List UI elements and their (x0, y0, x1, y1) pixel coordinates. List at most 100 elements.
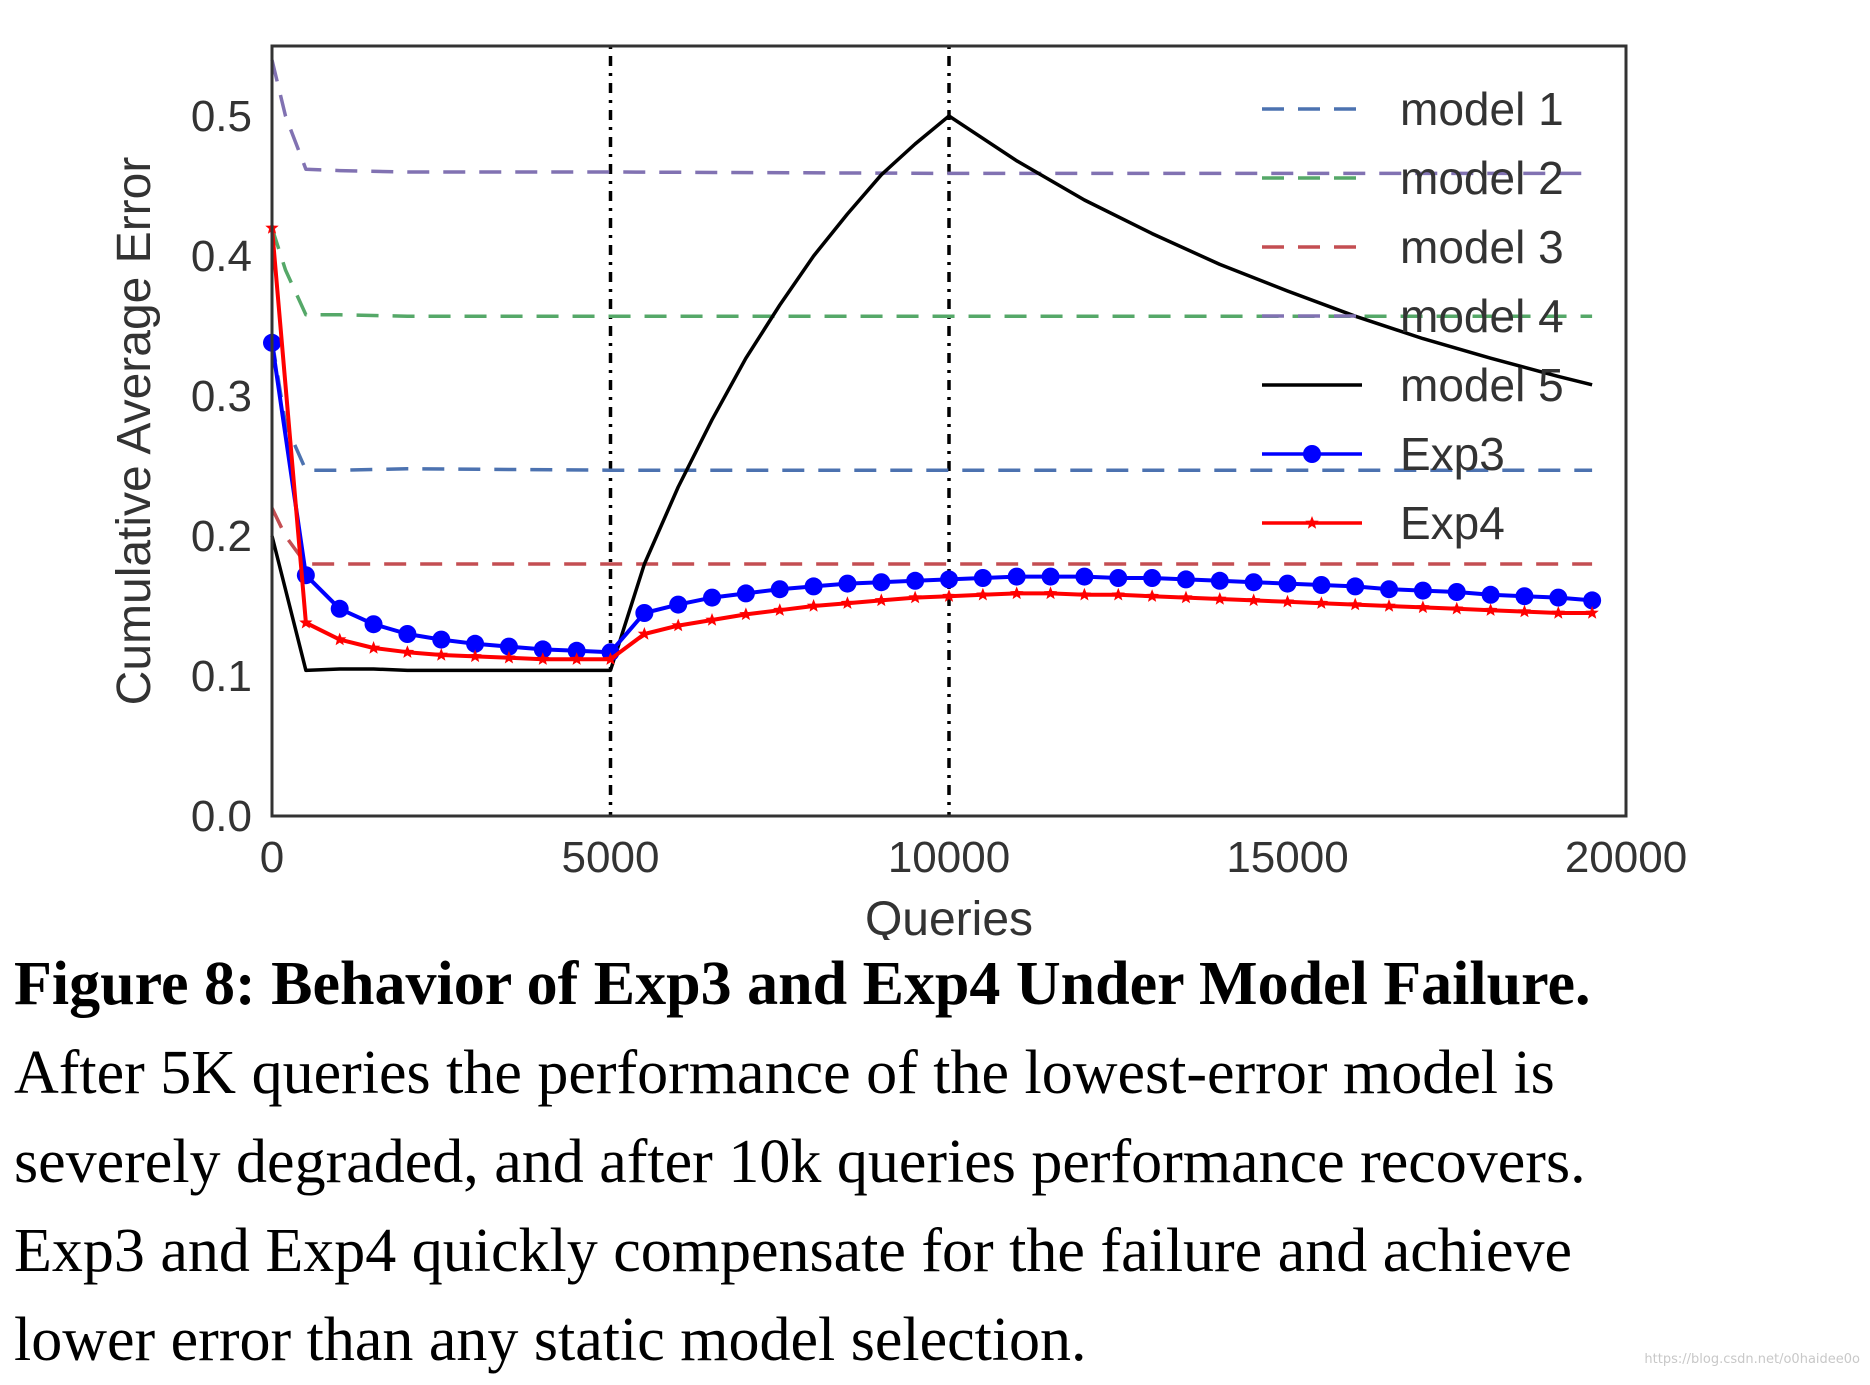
data-point (942, 589, 956, 602)
y-tick-label: 0.5 (191, 92, 252, 141)
caption-title: Figure 8: Behavior of Exp3 and Exp4 Unde… (14, 950, 1591, 1018)
legend-item-model-3: model 3 (1262, 221, 1564, 273)
data-point (703, 588, 722, 607)
plot-frame (270, 44, 1628, 818)
legend-label: Exp3 (1400, 428, 1505, 480)
legend-label: model 4 (1400, 290, 1564, 342)
caption-line: After 5K queries the performance of the … (14, 1039, 1555, 1107)
data-point (400, 645, 415, 658)
series-model-5 (270, 114, 1593, 673)
series-exp3 (263, 333, 1602, 662)
line-chart: 0 5000 10000 15000 20000 0.0 0.1 0.2 0.3 0.4 0.5 Q… (108, 44, 1687, 940)
series-model-2 (270, 227, 1593, 318)
data-point (976, 587, 990, 601)
series-lines (263, 59, 1602, 673)
data-point (1483, 603, 1498, 616)
data-point (1179, 590, 1193, 604)
data-point (1585, 606, 1599, 619)
x-axis-label: Queries (865, 893, 1033, 940)
x-tick-label: 5000 (562, 833, 660, 882)
x-tick-label: 15000 (1226, 833, 1348, 882)
series-exp4 (265, 221, 1599, 665)
legend-item-model-1: model 1 (1262, 83, 1564, 135)
data-point (1416, 600, 1430, 614)
legend-marker (1305, 516, 1319, 529)
data-point (434, 648, 448, 661)
data-point (705, 613, 719, 626)
legend-item-model-4: model 4 (1262, 290, 1564, 342)
legend-item-exp4: Exp4 (1262, 497, 1505, 549)
data-point (432, 630, 451, 649)
data-point (1413, 581, 1432, 600)
data-point (1244, 573, 1263, 592)
data-point (567, 641, 586, 660)
data-point (770, 580, 789, 599)
data-point (1447, 583, 1466, 601)
data-point (364, 615, 383, 634)
legend: model 1 model 2 model 3 model 4 model 5 Exp3 E… (1262, 83, 1564, 549)
legend-label: model 5 (1400, 359, 1564, 411)
caption-line: lower error than any static model select… (14, 1306, 1087, 1374)
series-line-model-3 (270, 507, 1593, 566)
data-point (940, 570, 958, 589)
data-point (838, 574, 857, 593)
y-tick-label: 0.3 (191, 372, 252, 421)
data-point (1111, 587, 1125, 601)
data-point (1312, 576, 1331, 594)
data-point (840, 596, 855, 609)
data-point (1210, 571, 1229, 590)
y-tick-label: 0.0 (191, 792, 252, 841)
data-point (1380, 580, 1399, 599)
data-point (1075, 567, 1094, 586)
legend-item-model-5: model 5 (1262, 359, 1564, 411)
data-point (468, 649, 482, 663)
legend-item-model-2: model 2 (1262, 152, 1564, 204)
data-point (570, 652, 584, 665)
data-point (1280, 594, 1295, 608)
data-point (872, 573, 891, 592)
data-point (908, 590, 922, 604)
data-point (1346, 577, 1365, 596)
data-point (1517, 604, 1532, 618)
data-point (637, 627, 651, 640)
data-point (1010, 586, 1024, 600)
data-point (1382, 599, 1396, 612)
data-point (1007, 567, 1026, 586)
data-point (1213, 592, 1227, 605)
data-point (502, 650, 516, 664)
legend-label: model 3 (1400, 221, 1564, 273)
y-tick-label: 0.1 (191, 652, 252, 701)
series-line-model-4 (270, 59, 1593, 176)
y-tick-label: 0.2 (191, 512, 252, 561)
legend-label: Exp4 (1400, 497, 1505, 549)
data-point (533, 640, 552, 659)
series-model-3 (270, 507, 1593, 566)
data-point (536, 652, 550, 665)
series-line-model-1 (270, 339, 1593, 472)
data-point (299, 615, 313, 629)
data-point (1551, 606, 1565, 619)
legend-label: model 1 (1400, 83, 1564, 135)
x-tick-label: 10000 (888, 833, 1010, 882)
data-point (1077, 587, 1092, 601)
caption-line: Exp3 and Exp4 quickly compensate for the… (14, 1217, 1573, 1285)
data-point (1481, 585, 1500, 604)
series-line-model-2 (270, 227, 1593, 318)
data-point (669, 595, 688, 614)
data-point (330, 599, 349, 618)
watermark-url: https://blog.csdn.net/o0haidee0o (1644, 1352, 1860, 1367)
series-model-4 (270, 59, 1593, 176)
data-point (466, 634, 485, 653)
data-point (366, 641, 381, 654)
caption-line: severely degraded, and after 10k queries… (14, 1128, 1586, 1196)
data-point (1515, 587, 1534, 606)
data-point (804, 577, 823, 596)
data-point (1176, 570, 1195, 589)
data-point (806, 599, 821, 612)
data-point (1041, 567, 1060, 586)
series-line-model-5 (270, 114, 1593, 673)
data-point (398, 625, 417, 643)
data-point (973, 569, 992, 587)
data-point (773, 603, 787, 616)
y-axis-label: Cumulative Average Error (108, 157, 161, 706)
